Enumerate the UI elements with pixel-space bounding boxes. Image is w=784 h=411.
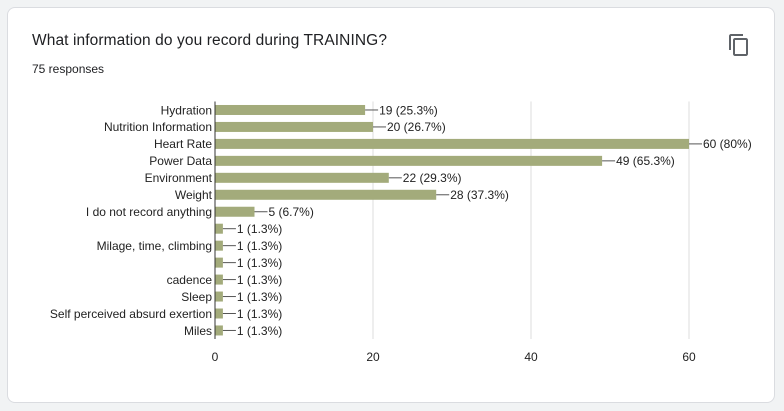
data-label: 1 (1.3%): [237, 273, 282, 287]
category-label: Self perceived absurd exertion: [50, 307, 212, 321]
data-label: 1 (1.3%): [237, 290, 282, 304]
axis-layer: 0 20 40 60: [212, 101, 696, 364]
data-label: 1 (1.3%): [237, 222, 282, 236]
category-label: Nutrition Information: [104, 120, 212, 134]
data-label: 22 (29.3%): [403, 171, 462, 185]
bar: [215, 206, 255, 217]
bar: [215, 104, 366, 115]
bar: [215, 240, 223, 251]
data-label: 28 (37.3%): [450, 188, 509, 202]
data-label: 5 (6.7%): [269, 205, 314, 219]
x-tick-label: 60: [682, 350, 696, 364]
bar: [215, 257, 223, 268]
data-label: 1 (1.3%): [237, 307, 282, 321]
bar: [215, 291, 223, 302]
bar: [215, 155, 603, 166]
category-label: I do not record anything: [86, 205, 212, 219]
x-tick-label: 0: [212, 350, 219, 364]
response-count: 75 responses: [32, 62, 105, 76]
bar: [215, 189, 437, 200]
category-label: Power Data: [149, 154, 212, 168]
label-layer: Hydration 19 (25.3%) Nutrition Information…: [50, 103, 752, 337]
category-label: Milage, time, climbing: [97, 239, 212, 253]
data-label: 1 (1.3%): [237, 239, 282, 253]
category-label: Sleep: [181, 290, 212, 304]
category-label: Miles: [184, 324, 212, 338]
data-label: 1 (1.3%): [237, 256, 282, 270]
bar-layer: [215, 104, 689, 336]
bar: [215, 121, 373, 132]
copy-chart-button[interactable]: [726, 32, 752, 58]
data-label: 20 (26.7%): [387, 120, 446, 134]
copy-icon: [729, 34, 748, 56]
bar: [215, 138, 689, 149]
bar: [215, 172, 389, 183]
bar: [215, 325, 223, 336]
bar: [215, 223, 223, 234]
data-label: 49 (65.3%): [616, 154, 675, 168]
data-label: 1 (1.3%): [237, 324, 282, 338]
category-label: Heart Rate: [154, 137, 212, 151]
bar: [215, 308, 223, 319]
x-tick-label: 40: [524, 350, 538, 364]
category-label: cadence: [167, 273, 213, 287]
data-label: 60 (80%): [703, 137, 752, 151]
question-summary-card: What information do you record during TR…: [7, 7, 775, 403]
question-title: What information do you record during TR…: [32, 32, 388, 49]
grid-layer: [372, 101, 690, 339]
data-label: 19 (25.3%): [379, 103, 438, 117]
bar: [215, 274, 223, 285]
category-label: Environment: [145, 171, 213, 185]
x-tick-label: 20: [366, 350, 380, 364]
category-label: Hydration: [161, 103, 212, 117]
category-label: Weight: [175, 188, 213, 202]
